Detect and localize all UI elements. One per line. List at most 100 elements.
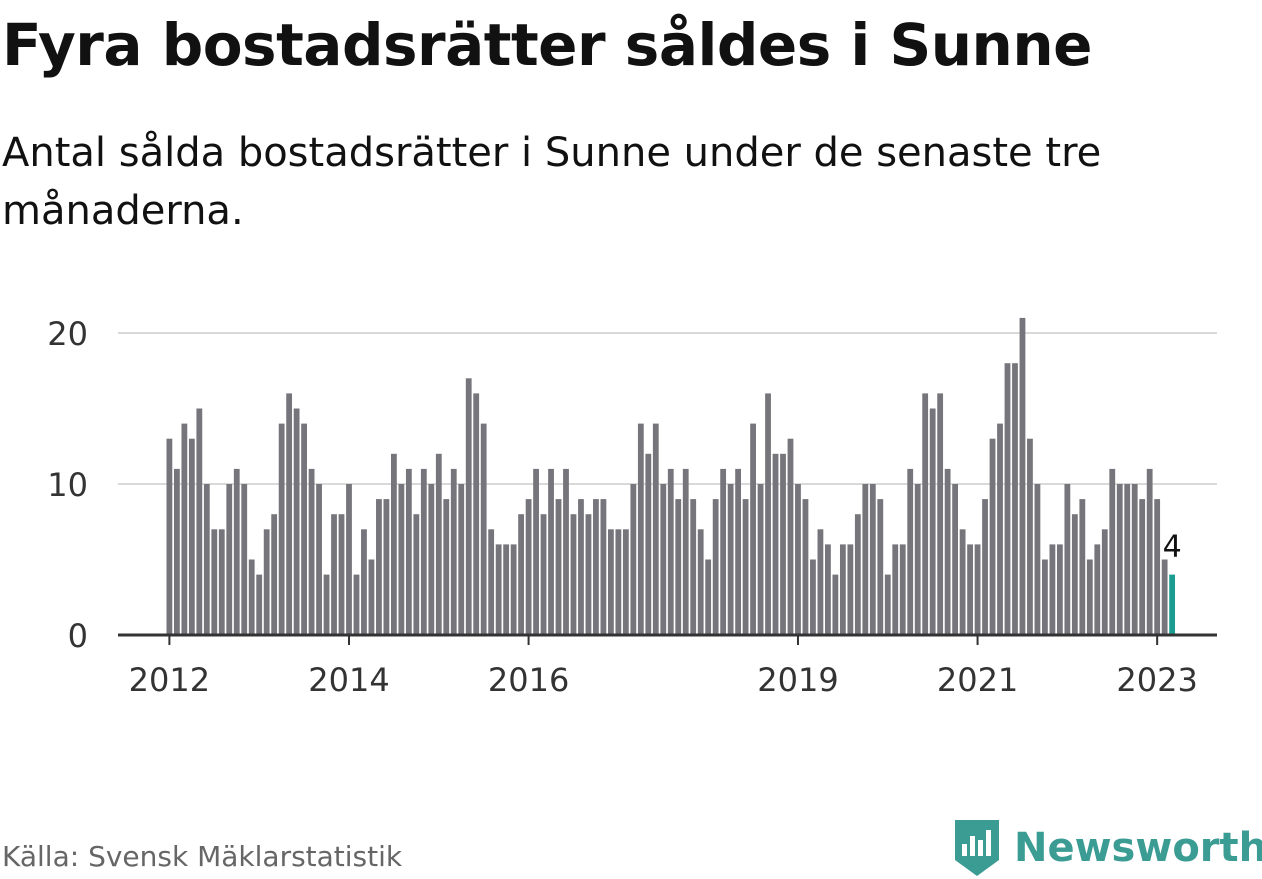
- bar: [488, 529, 495, 635]
- bar: [173, 468, 180, 635]
- bar: [675, 499, 682, 635]
- bar: [510, 544, 517, 635]
- bar: [922, 393, 929, 635]
- bar: [630, 484, 637, 635]
- chart-subtitle: Antal sålda bostadsrätter i Sunne under …: [2, 130, 1102, 234]
- bar: [361, 529, 367, 635]
- bar: [555, 499, 562, 635]
- bar: [181, 423, 188, 635]
- bar: [974, 544, 981, 635]
- bar: [593, 499, 599, 635]
- bar: [308, 468, 315, 635]
- bar: [248, 559, 255, 635]
- bar: [218, 529, 225, 635]
- bar: [435, 453, 442, 635]
- bar: [959, 529, 966, 635]
- highlighted-bar: [1169, 574, 1176, 635]
- bar: [1042, 559, 1048, 635]
- bar: [899, 544, 906, 635]
- bar: [323, 574, 330, 635]
- bar: [1131, 484, 1138, 635]
- bar: [331, 514, 337, 635]
- bar: [518, 514, 525, 635]
- bar: [944, 468, 951, 635]
- bar: [929, 408, 936, 635]
- bar: [473, 393, 480, 635]
- x-tick-label: 2012: [129, 661, 210, 699]
- bar: [420, 468, 427, 635]
- bar: [884, 574, 891, 635]
- bar: [503, 544, 510, 635]
- bar: [480, 423, 487, 635]
- x-tick-label: 2019: [757, 661, 838, 699]
- bar: [443, 499, 450, 635]
- bar: [802, 499, 809, 635]
- bar: [383, 499, 390, 635]
- bar: [1034, 484, 1041, 635]
- bar: [982, 499, 988, 635]
- y-tick-label: 10: [47, 466, 88, 504]
- bar: [652, 423, 659, 635]
- bar: [286, 393, 293, 635]
- y-tick-label: 0: [68, 617, 88, 655]
- highlight-annotation: 4: [1160, 527, 1185, 568]
- bar: [563, 468, 569, 635]
- bar: [1101, 529, 1108, 635]
- bar: [854, 514, 861, 635]
- bar: [622, 529, 629, 635]
- bar: [1086, 559, 1093, 635]
- bar: [997, 423, 1003, 635]
- bar: [353, 574, 360, 635]
- bar: [750, 423, 756, 635]
- bar: [877, 499, 884, 635]
- bar: [1139, 499, 1146, 635]
- bar: [847, 544, 854, 635]
- bar: [712, 499, 719, 635]
- bar: [645, 453, 652, 635]
- bar: [211, 529, 218, 635]
- bar: [742, 499, 749, 635]
- bar: [1071, 514, 1078, 635]
- bar: [578, 499, 584, 635]
- bar: [293, 408, 300, 635]
- bar: [495, 544, 502, 635]
- bar: [667, 468, 674, 635]
- bars: [166, 317, 1176, 635]
- x-axis-ticks: 2012 2014 2016 2019 2021 2023: [129, 635, 1198, 699]
- highlight-value-label: 4: [1163, 530, 1182, 565]
- brand-logo: Newsworthy: [952, 818, 1262, 878]
- bar: [952, 484, 959, 635]
- bar: [533, 468, 539, 635]
- grid-lines: [118, 332, 1217, 485]
- bar: [428, 484, 435, 635]
- bar: [1012, 363, 1018, 635]
- bar: [1027, 438, 1033, 635]
- x-tick-label: 2016: [488, 661, 569, 699]
- bar: [869, 484, 876, 635]
- bar: [1146, 468, 1153, 635]
- bar-chart-badge-icon: [955, 820, 999, 876]
- bar: [376, 499, 382, 635]
- bar: [795, 484, 801, 635]
- bar: [233, 468, 240, 635]
- bar: [832, 574, 839, 635]
- bar: [413, 514, 420, 635]
- bar: [1116, 484, 1123, 635]
- bar: [727, 484, 734, 635]
- bar: [263, 529, 270, 635]
- bar: [757, 484, 764, 635]
- bar: [241, 484, 248, 635]
- bar: [450, 468, 457, 635]
- x-tick-label: 2014: [308, 661, 389, 699]
- source-text: Källa: Svensk Mäklarstatistik: [2, 840, 403, 873]
- bar: [810, 559, 816, 635]
- bar: [346, 484, 352, 635]
- bar: [615, 529, 622, 635]
- bar: [817, 529, 824, 635]
- bar: [405, 468, 412, 635]
- bar: [390, 453, 397, 635]
- bar: [660, 484, 667, 635]
- bar: [1109, 468, 1116, 635]
- bar: [780, 453, 786, 635]
- bar: [368, 559, 375, 635]
